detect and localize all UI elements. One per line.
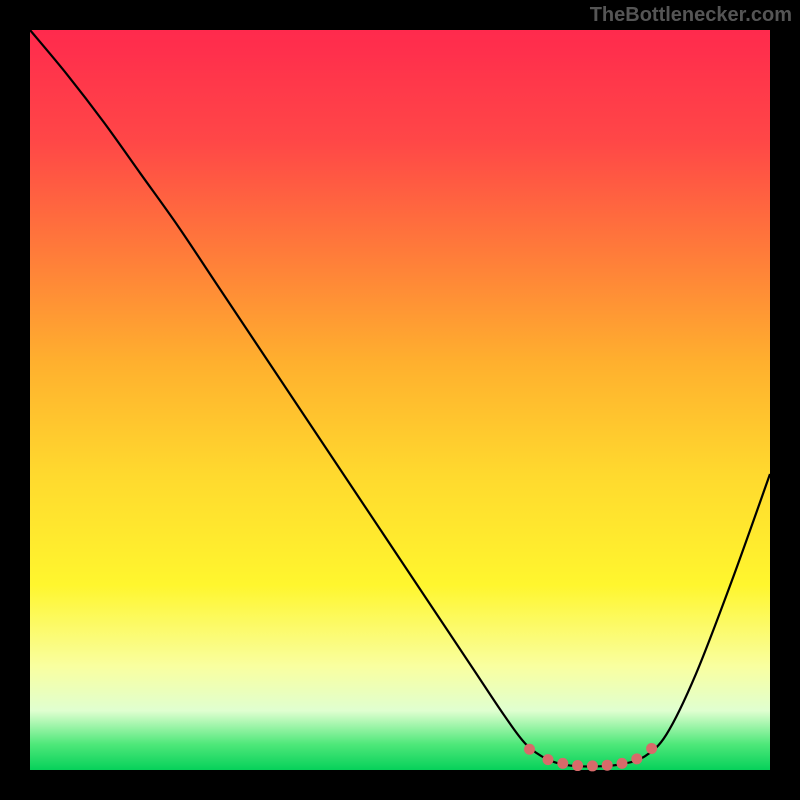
marker-point: [572, 760, 583, 771]
bottleneck-chart: [0, 0, 800, 800]
marker-point: [631, 753, 642, 764]
marker-point: [524, 744, 535, 755]
marker-point: [602, 760, 613, 771]
marker-point: [543, 754, 554, 765]
marker-point: [617, 758, 628, 769]
watermark-text: TheBottlenecker.com: [590, 4, 792, 27]
marker-point: [587, 760, 598, 771]
marker-point: [557, 758, 568, 769]
chart-container: { "watermark": { "text": "TheBottlenecke…: [0, 0, 800, 800]
marker-point: [646, 743, 657, 754]
